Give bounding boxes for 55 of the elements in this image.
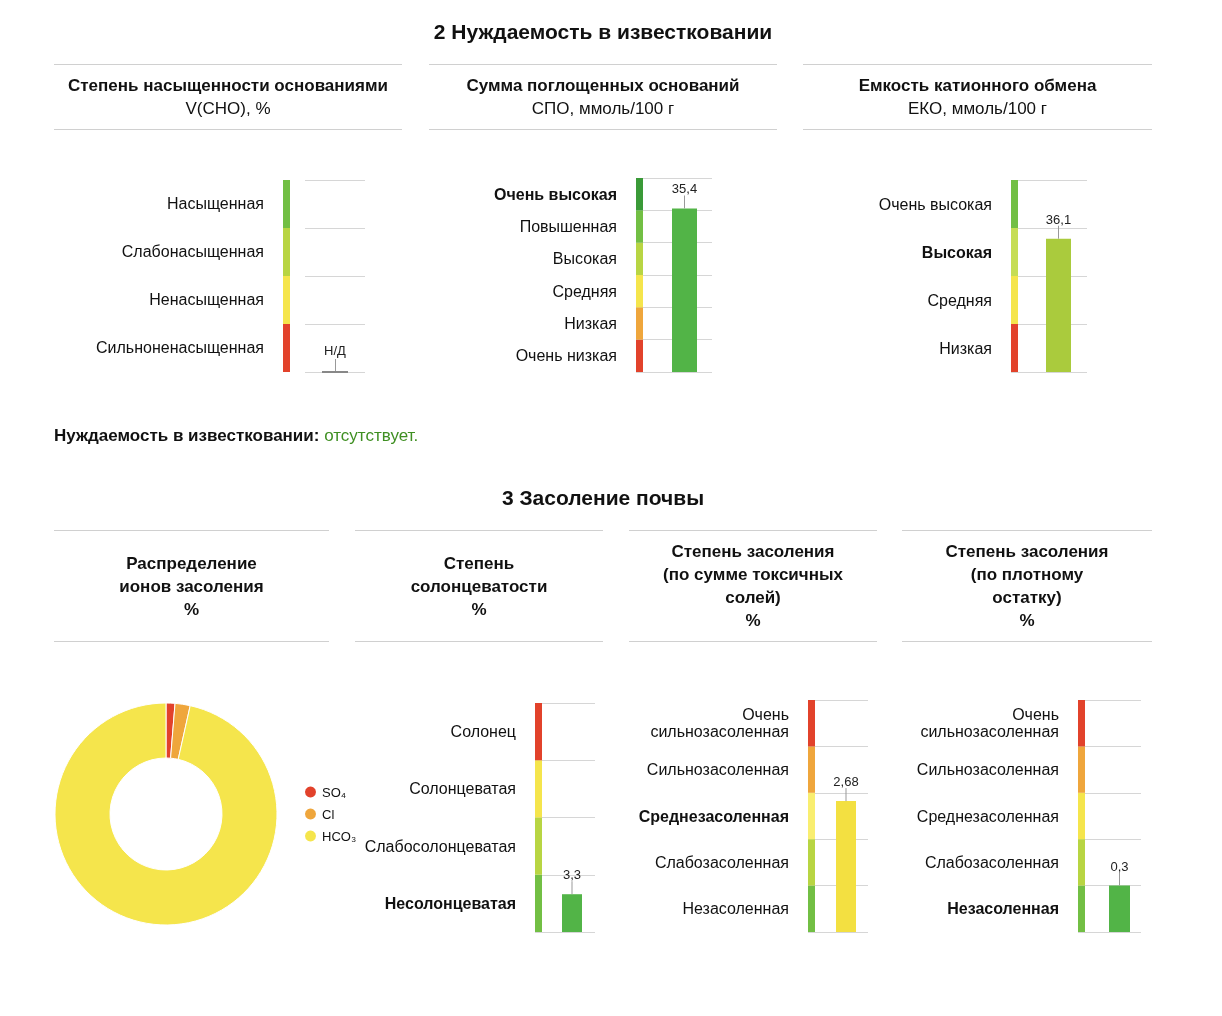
band-label: Среднезасоленная: [638, 807, 789, 825]
chart-subtitle: %: [183, 598, 200, 621]
data-label: 35,4: [671, 181, 698, 197]
text: Степень насыщенности основаниями: [68, 75, 388, 97]
band-label: Очень высокая: [878, 195, 992, 213]
band-label: Солонец: [450, 723, 516, 741]
chart-subtitle: %: [1019, 610, 1035, 632]
band-label: Повышенная: [519, 218, 617, 235]
band-label: Высокая: [921, 243, 992, 261]
legend-label: Cl: [322, 806, 335, 822]
chart-subtitle: ЕКО, ммоль/100 г: [908, 98, 1047, 120]
chart-title: Емкость катионного обмена: [858, 75, 1097, 97]
text: отсутствует.: [324, 426, 419, 445]
text: Нуждаемость в известковании:: [54, 426, 320, 445]
band-label: Слабозасоленная: [924, 853, 1059, 871]
band-label: Несолонцеватая: [384, 894, 516, 912]
band-label: Сильнозасоленная: [916, 761, 1059, 779]
chart-subtitle: %: [745, 610, 761, 632]
band-label: Слабосолонцеватая: [364, 837, 516, 855]
chart-title: Степень засоления (по сумме токсичных солей): [662, 541, 844, 609]
band-label: Очень сильнозасоленная: [920, 706, 1059, 741]
band-label: Среднезасоленная: [916, 807, 1059, 825]
text: Ненасыщенная: [149, 290, 264, 310]
band-label: Очень низкая: [515, 347, 617, 365]
band-label: Незасоленная: [682, 900, 789, 918]
band-label: Очень сильнозасоленная: [650, 706, 789, 741]
text: Сильноненасыщенная: [96, 338, 264, 358]
text: Насыщенная: [166, 194, 264, 214]
text: 2 Нуждаемость в известковании: [432, 19, 774, 45]
band-label: Солонцеватая: [409, 780, 516, 798]
chart-subtitle: СПО, ммоль/100 г: [531, 98, 675, 120]
band-label: Средняя: [927, 291, 992, 309]
text: Н/Д: [323, 343, 347, 359]
legend-label: HCO₃: [322, 828, 357, 844]
band-label: Незасоленная: [947, 900, 1059, 918]
text: Слабонасыщенная: [121, 242, 264, 262]
legend-label: SO₄: [322, 784, 347, 800]
text: 3 Засоление почвы: [500, 485, 706, 511]
text: V(СНО), %: [185, 98, 271, 120]
data-label: 2,68: [833, 774, 859, 790]
data-label: 0,3: [1110, 858, 1129, 874]
chart-subtitle: %: [471, 598, 487, 621]
band-label: Очень высокая: [494, 185, 617, 203]
chart-title: Сумма поглощенных оснований: [466, 75, 740, 97]
band-label: Высокая: [552, 250, 617, 268]
band-label: Низкая: [939, 339, 992, 357]
band-label: Низкая: [564, 315, 617, 332]
band-label: Сильнозасоленная: [646, 761, 789, 779]
band-label: Слабозасоленная: [654, 853, 789, 871]
band-label: Средняя: [552, 282, 617, 300]
chart-title: Степень засоления (по плотному остатку): [944, 541, 1110, 609]
data-label: 36,1: [1045, 211, 1072, 227]
data-label: 3,3: [562, 867, 582, 883]
chart-title: Степень солонцеватости: [409, 552, 549, 598]
chart-title: Распределение ионов засоления: [118, 552, 265, 598]
